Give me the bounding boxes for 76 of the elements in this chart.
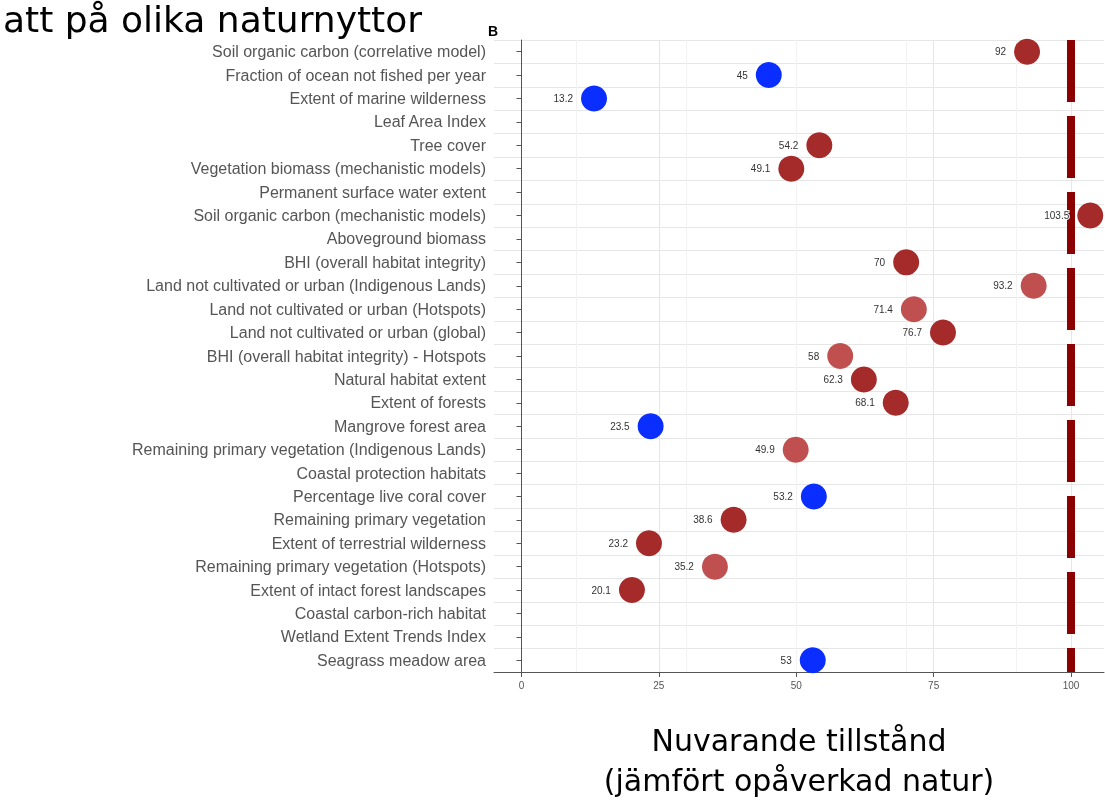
point (882, 389, 909, 416)
data-label: 20.1 (591, 584, 612, 596)
data-label: 62.3 (823, 373, 844, 385)
point (581, 85, 608, 112)
data-label: 76.7 (902, 327, 923, 339)
y-tick-label: Aboveground biomass (326, 230, 486, 248)
x-tick-label: 100 (1062, 679, 1080, 691)
y-tick-label: Soil organic carbon (correlative model) (212, 43, 486, 61)
chart-title: att på olika naturnyttor (3, 0, 423, 40)
point (1077, 202, 1104, 229)
y-tick-label: Coastal protection habitats (296, 464, 486, 482)
data-label: 23.2 (608, 537, 629, 549)
x-tick-label: 50 (790, 679, 803, 691)
y-tick-label: Seagrass meadow area (317, 651, 487, 669)
point (720, 506, 747, 533)
point (778, 155, 805, 182)
data-label: 54.2 (778, 139, 799, 151)
point (636, 530, 662, 557)
y-tick-label: BHI (overall habitat integrity) (284, 253, 486, 271)
data-label: 38.6 (693, 514, 714, 526)
data-label: 23.5 (610, 420, 631, 432)
data-label: 35.2 (674, 561, 695, 573)
data-label: 45 (736, 69, 749, 81)
point (930, 319, 956, 346)
y-tick-label: Vegetation biomass (mechanistic models) (190, 160, 486, 178)
data-label: 93.2 (993, 280, 1014, 292)
y-tick-label: Extent of terrestrial wilderness (271, 534, 486, 552)
data-label: 13.2 (553, 93, 574, 105)
point (893, 249, 920, 276)
data-label: 53.2 (773, 490, 794, 502)
y-tick-label: Percentage live coral cover (293, 487, 487, 505)
y-tick-label: BHI (overall habitat integrity) - Hotspots (206, 347, 486, 365)
point (800, 483, 827, 510)
y-tick-label: Soil organic carbon (mechanistic models) (193, 207, 486, 225)
x-tick-label: 0 (518, 679, 525, 691)
y-tick-label: Leaf Area Index (373, 113, 486, 131)
data-label: 49.9 (755, 444, 776, 456)
x-axis-title: Nuvarande tillstånd (jämfört opåverkad natur) (603, 722, 995, 798)
point (782, 436, 809, 463)
y-tick-label: Land not cultivated or urban (Hotspots) (209, 300, 486, 318)
data-label: 71.4 (873, 303, 894, 315)
text: B (488, 23, 499, 39)
y-tick-label: Extent of intact forest landscapes (250, 581, 486, 599)
y-tick-label: Mangrove forest area (333, 417, 487, 435)
data-label: 53 (780, 654, 793, 666)
point (701, 553, 728, 580)
y-tick-label: Remaining primary vegetation (Indigenous Lands) (132, 441, 486, 459)
point (900, 296, 927, 323)
point (850, 366, 877, 393)
x-tick-label: 25 (653, 679, 665, 691)
y-tick-label: Remaining primary vegetation (273, 511, 486, 529)
point (755, 62, 782, 89)
point (799, 647, 826, 674)
point (618, 577, 645, 604)
data-label: 58 (808, 350, 820, 362)
point (637, 413, 664, 440)
y-tick-label: Permanent surface water extent (259, 183, 487, 201)
y-tick-label: Coastal carbon-rich habitat (294, 604, 487, 622)
data-label: 92 (994, 46, 1007, 58)
y-tick-label: Extent of forests (370, 394, 486, 412)
y-tick-label: Tree cover (410, 136, 487, 154)
x-tick-label: 75 (928, 679, 940, 691)
point (1020, 272, 1047, 299)
data-label: 49.1 (750, 163, 771, 175)
data-label: 70 (874, 256, 886, 268)
y-tick-label: Natural habitat extent (333, 370, 487, 388)
point (1014, 38, 1041, 65)
y-tick-label: Wetland Extent Trends Index (280, 628, 486, 646)
y-tick-label: Land not cultivated or urban (Indigenous Lands) (146, 277, 486, 295)
point (806, 132, 833, 159)
point (827, 343, 854, 369)
y-tick-label: Remaining primary vegetation (Hotspots) (195, 558, 486, 576)
data-label: 68.1 (855, 397, 876, 409)
y-tick-label: Land not cultivated or urban (global) (229, 324, 486, 342)
y-tick-label: Fraction of ocean not fished per year (225, 66, 487, 84)
y-tick-label: Extent of marine wilderness (289, 90, 486, 108)
